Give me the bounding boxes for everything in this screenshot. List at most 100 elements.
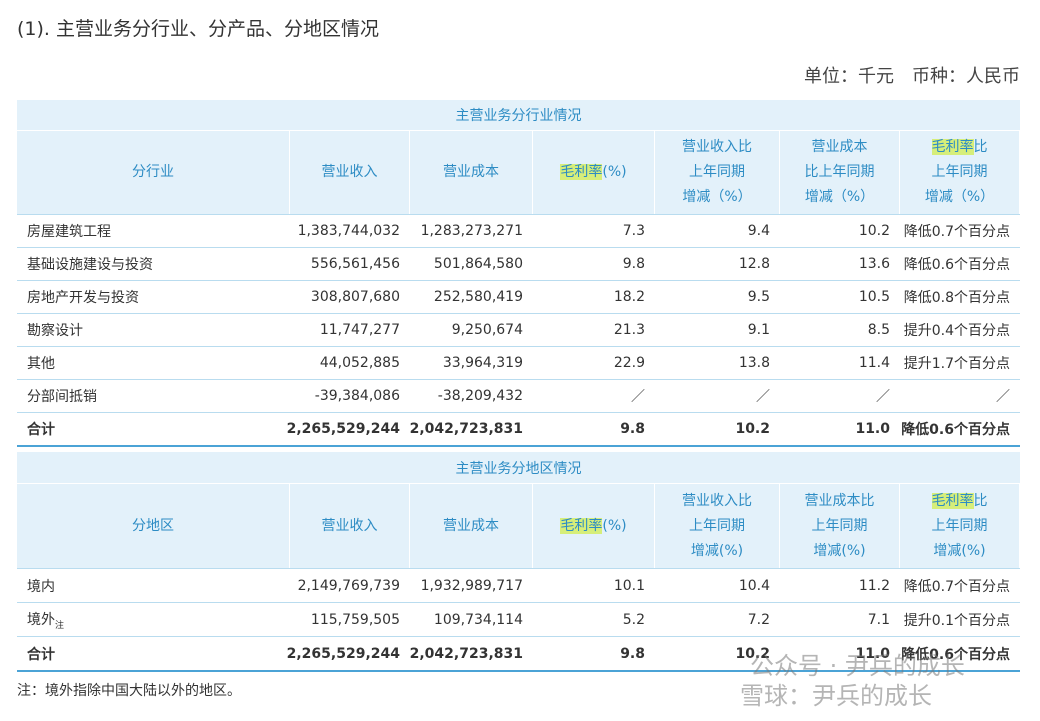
line: 降低0.6个百分点 <box>901 419 1010 439</box>
cell-text: 营业成本 <box>811 139 868 155</box>
line: 分地区 <box>132 514 174 539</box>
line: 提升0.4个百分点 <box>904 320 1010 340</box>
data-row: 境内 2,149,769,739 1,932,989,717 10.1 10.4 11.2… <box>17 569 1020 603</box>
cell-text: 22.9 <box>613 355 645 371</box>
line: 上年同期 <box>932 514 988 539</box>
cell-text: 7.2 <box>747 611 770 628</box>
line: 556,561,456 <box>311 256 400 272</box>
line: 11.0 <box>855 421 890 437</box>
cell: 合计 <box>17 413 290 445</box>
cell: 252,580,419 <box>410 281 533 313</box>
cell: 11.2 <box>780 569 900 602</box>
header-cell: 营业成本 <box>410 484 533 568</box>
line: 1,383,744,032 <box>298 223 400 239</box>
cell-text: 分部间抵销 <box>27 389 97 405</box>
highlight-text: 毛利率 <box>560 517 603 534</box>
data-row: 其他 44,052,885 33,964,319 22.9 13.8 11.4 提升1.7个… <box>17 347 1020 380</box>
cell-text: 上年同期 <box>931 164 988 180</box>
cell: -39,384,086 <box>290 380 410 412</box>
line: 10.2 <box>735 646 770 662</box>
cell-text: 合计 <box>27 646 55 663</box>
header-row: 分行业 营业收入 营业成本 毛利率(%) 营业收入比 上年同期 增减（%） 营业成本 比上年同期… <box>17 131 1020 215</box>
cell-text: 11.2 <box>858 577 890 594</box>
cell: 33,964,319 <box>410 347 533 379</box>
cell-text: 营业收入比 <box>682 139 752 155</box>
line: 9.1 <box>748 322 770 338</box>
cell-text: 1,283,273,271 <box>420 223 523 239</box>
line: 合计 <box>27 644 280 664</box>
data-row: 房屋建筑工程 1,383,744,032 1,283,273,271 7.3 9.4 10… <box>17 215 1020 248</box>
line: 房地产开发与投资 <box>27 287 280 307</box>
cell: ／ <box>533 380 655 412</box>
cell-text: 10.2 <box>735 645 770 662</box>
cell: 7.3 <box>533 215 655 247</box>
line: 5.2 <box>623 612 645 628</box>
cell: 44,052,885 <box>290 347 410 379</box>
cell-text: 营业成本 <box>443 517 499 534</box>
cell-text: 8.5 <box>867 322 890 338</box>
line: 1,932,989,717 <box>421 578 523 594</box>
cell-text: 营业收入 <box>321 517 378 534</box>
line: 8.5 <box>868 322 890 338</box>
line: -38,209,432 <box>438 388 523 404</box>
cell: 9.8 <box>533 637 655 670</box>
line: 22.9 <box>614 355 645 371</box>
cell-text: 营业成本 <box>443 164 499 180</box>
line: 降低0.7个百分点 <box>904 221 1010 241</box>
line: 毛利率比 <box>931 135 988 160</box>
line: 11.0 <box>855 646 890 662</box>
line: 上年同期 <box>689 160 745 185</box>
line: 房屋建筑工程 <box>27 221 280 241</box>
line: 提升0.1个百分点 <box>904 610 1010 630</box>
line: 2,265,529,244 <box>287 421 400 437</box>
cell-text: 5.2 <box>622 611 645 628</box>
line: 境外注 <box>27 609 280 631</box>
cell-text: ／ <box>996 389 1010 405</box>
cell-text: 降低0.6个百分点 <box>901 422 1010 438</box>
cell-text: ／ <box>876 389 890 405</box>
line: 增减（%） <box>805 185 874 210</box>
cell-text: 提升0.4个百分点 <box>903 323 1010 339</box>
header-cell: 毛利率(%) <box>533 131 655 214</box>
cell-text: 10.4 <box>738 577 770 594</box>
line: 营业收入 <box>322 514 378 539</box>
cell: 21.3 <box>533 314 655 346</box>
cell-text: -39,384,086 <box>314 388 400 404</box>
cell: 境外注 <box>17 603 290 636</box>
cell: 501,864,580 <box>410 248 533 280</box>
cell: 房屋建筑工程 <box>17 215 290 247</box>
cell-text: 比 <box>973 139 988 155</box>
data-row: 分部间抵销 -39,384,086 -38,209,432 ／ ／ ／ ／ <box>17 380 1020 413</box>
cell: 9.1 <box>655 314 780 346</box>
cell: 9.8 <box>533 413 655 445</box>
cell-text: 增减（%） <box>924 189 995 205</box>
line: 营业收入比 <box>682 135 752 160</box>
cell-text: 10.2 <box>735 421 770 437</box>
line: 9.5 <box>748 289 770 305</box>
cell-text: 9.1 <box>747 322 770 338</box>
line: 10.2 <box>735 421 770 437</box>
line: 109,734,114 <box>434 612 523 628</box>
line: 13.8 <box>739 355 770 371</box>
cell: 10.5 <box>780 281 900 313</box>
cell-text: (%) <box>602 517 627 534</box>
line: 降低0.6个百分点 <box>901 644 1010 664</box>
cell-text: 上年同期 <box>811 517 868 534</box>
cell: 9.4 <box>655 215 780 247</box>
line: 2,149,769,739 <box>298 578 400 594</box>
cell: 109,734,114 <box>410 603 533 636</box>
header-cell: 毛利率比上年同期增减（%） <box>900 131 1020 214</box>
cell: 境内 <box>17 569 290 602</box>
line: 308,807,680 <box>311 289 400 305</box>
cell: 分部间抵销 <box>17 380 290 412</box>
cell-text: 境外 <box>27 611 55 628</box>
line: 44,052,885 <box>320 355 400 371</box>
cell-text: 营业成本比 <box>804 492 875 509</box>
total-row: 合计 2,265,529,244 2,042,723,831 9.8 10.2 11.0 降… <box>17 413 1020 447</box>
cell: 9.8 <box>533 248 655 280</box>
cell: 提升0.4个百分点 <box>900 314 1020 346</box>
cell-text: -38,209,432 <box>437 388 523 404</box>
line: 2,042,723,831 <box>410 421 523 437</box>
line: 9.8 <box>623 256 645 272</box>
cell: 2,265,529,244 <box>287 637 410 670</box>
